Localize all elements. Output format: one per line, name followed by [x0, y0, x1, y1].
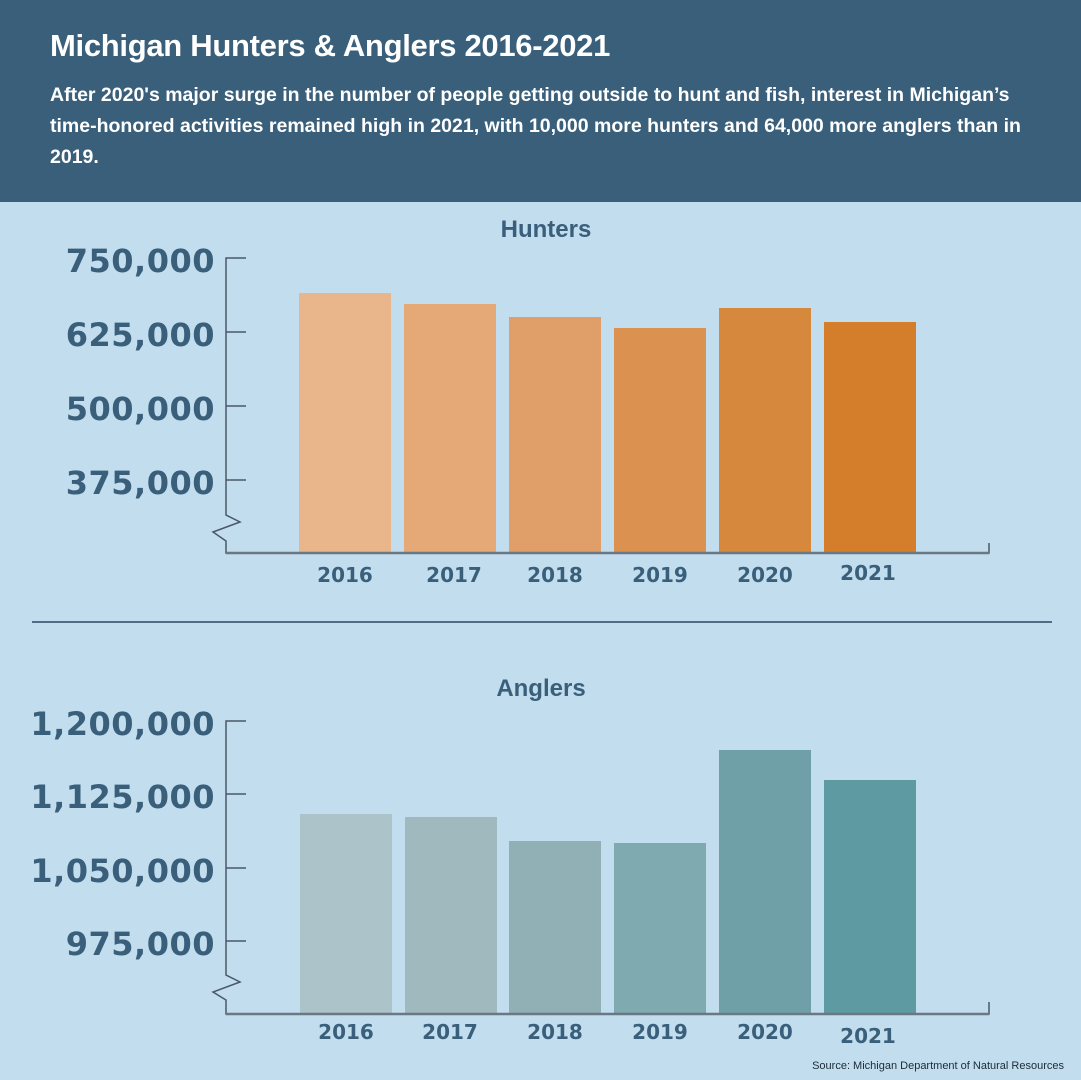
hunters-ytick-label: 750,000 — [65, 242, 215, 280]
hunters-bar-2021 — [824, 322, 916, 553]
hunters-bar-2016 — [299, 293, 391, 553]
anglers-bar-2021 — [824, 780, 916, 1014]
hunters-bar-2018 — [509, 317, 601, 553]
anglers-ytick-label: 1,050,000 — [30, 852, 215, 890]
anglers-ytick-label: 975,000 — [65, 925, 215, 963]
anglers-xtick-label: 2021 — [840, 1024, 896, 1048]
hunters-xtick-label: 2017 — [426, 563, 482, 587]
anglers-bar-2016 — [300, 814, 392, 1014]
section-divider — [32, 621, 1052, 623]
anglers-xtick-label: 2017 — [422, 1020, 478, 1044]
hunters-xtick-label: 2018 — [527, 563, 583, 587]
page-subtitle: After 2020's major surge in the number o… — [50, 84, 1021, 168]
anglers-bar-2020 — [719, 750, 811, 1014]
anglers-ytick-label: 1,125,000 — [30, 778, 215, 816]
header-banner: Michigan Hunters & Anglers 2016-2021 Aft… — [0, 0, 1081, 202]
anglers-chart-title: Anglers — [496, 675, 586, 702]
hunters-chart-title: Hunters — [500, 216, 592, 243]
hunters-xtick-label: 2019 — [632, 563, 688, 587]
hunters-xtick-label: 2016 — [317, 563, 373, 587]
hunters-xtick-label: 2020 — [737, 563, 793, 587]
page-title: Michigan Hunters & Anglers 2016-2021 — [50, 28, 611, 63]
hunters-xtick-label: 2021 — [840, 561, 896, 585]
source-note: Source: Michigan Department of Natural R… — [812, 1060, 1064, 1072]
anglers-bar-2018 — [509, 841, 601, 1014]
anglers-xtick-label: 2019 — [632, 1020, 688, 1044]
hunters-bar-2020 — [719, 308, 811, 553]
anglers-xtick-label: 2016 — [318, 1020, 374, 1044]
anglers-y-axis — [211, 720, 990, 1015]
hunters-bar-2017 — [404, 304, 496, 553]
anglers-xtick-label: 2020 — [737, 1020, 793, 1044]
hunters-ytick-label: 625,000 — [65, 316, 215, 354]
anglers-bar-2019 — [614, 843, 706, 1014]
anglers-xtick-label: 2018 — [527, 1020, 583, 1044]
anglers-bar-2017 — [405, 817, 497, 1014]
hunters-ytick-label: 375,000 — [65, 464, 215, 502]
hunters-y-axis — [211, 257, 990, 554]
hunters-bar-2019 — [614, 328, 706, 553]
anglers-ytick-label: 1,200,000 — [30, 705, 215, 743]
hunters-ytick-label: 500,000 — [65, 390, 215, 428]
